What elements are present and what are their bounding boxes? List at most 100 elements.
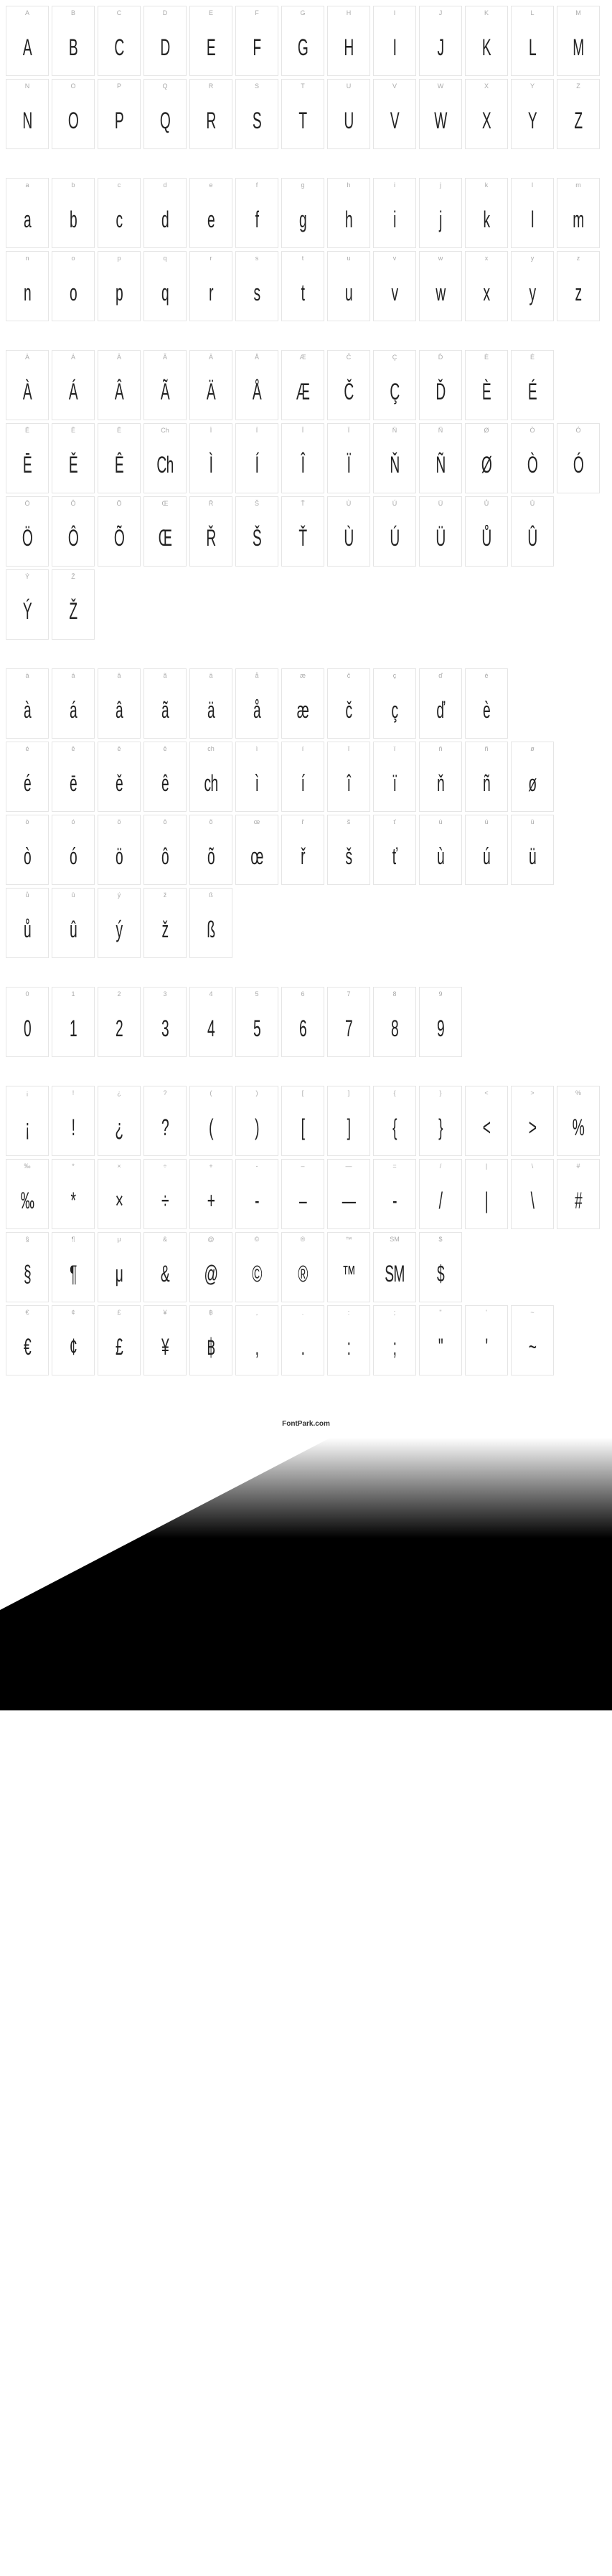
glyph-display: Ž — [61, 583, 86, 639]
glyph-label: ¥ — [144, 1306, 186, 1319]
glyph-cell: pp — [98, 251, 141, 321]
glyph-label: D — [144, 6, 186, 19]
glyph-label: u — [328, 252, 369, 265]
glyph-cell: €€ — [6, 1305, 49, 1375]
glyph-label: ž — [144, 889, 186, 901]
glyph-cell: OO — [52, 79, 95, 149]
glyph-label: Ü — [420, 497, 461, 510]
glyph-label: ã — [144, 669, 186, 682]
glyph-label: @ — [190, 1233, 232, 1246]
glyph-cell: éé — [6, 742, 49, 812]
glyph-label: U — [328, 80, 369, 93]
glyph-display: 8 — [382, 1000, 408, 1056]
glyph-cell: —— — [327, 1159, 370, 1229]
glyph-label: Å — [236, 351, 278, 364]
glyph-display: ē — [61, 755, 86, 811]
glyph-label: E — [190, 6, 232, 19]
glyph-display: â — [107, 682, 132, 738]
glyph-cell: řř — [281, 815, 324, 885]
glyph-cell: cc — [98, 178, 141, 248]
glyph-label: Õ — [98, 497, 140, 510]
glyph-label: * — [52, 1160, 94, 1173]
glyph-cell: =- — [373, 1159, 416, 1229]
glyph-display: D — [153, 19, 178, 75]
glyph-cell: >> — [511, 1086, 554, 1156]
glyph-cell: ©© — [235, 1232, 278, 1302]
glyph-label: h — [328, 179, 369, 191]
glyph-display: ô — [153, 828, 178, 884]
glyph-cell: HH — [327, 6, 370, 76]
glyph-display: 0 — [15, 1000, 40, 1056]
glyph-label: . — [282, 1306, 324, 1319]
glyph-display: t — [291, 265, 316, 321]
glyph-cell: ää — [189, 668, 232, 739]
glyph-label: p — [98, 252, 140, 265]
glyph-label: v — [374, 252, 415, 265]
glyph-label: / — [420, 1160, 461, 1173]
glyph-cell: ÙÙ — [327, 496, 370, 567]
glyph-label: ň — [420, 742, 461, 755]
glyph-label: à — [6, 669, 48, 682]
glyph-cell: ňň — [419, 742, 462, 812]
glyph-display: Ø — [474, 437, 499, 493]
glyph-cell: ÎÎ — [281, 423, 324, 493]
glyph-cell: 44 — [189, 987, 232, 1057]
glyph-label: Ē — [6, 424, 48, 437]
glyph-cell: ฿฿ — [189, 1305, 232, 1375]
glyph-label: o — [52, 252, 94, 265]
glyph-cell: ¡¡ — [6, 1086, 49, 1156]
glyph-label: ; — [374, 1306, 415, 1319]
glyph-row: ‰‰**××÷÷++--––——=-//||\\## — [6, 1159, 606, 1229]
glyph-display: Ã — [153, 364, 178, 420]
glyph-cell: [[ — [281, 1086, 324, 1156]
glyph-label: 5 — [236, 988, 278, 1000]
glyph-cell: PP — [98, 79, 141, 149]
glyph-label: ä — [190, 669, 232, 682]
glyph-cell: ×× — [98, 1159, 141, 1229]
glyph-cell: ÈÈ — [465, 350, 508, 420]
glyph-display: 4 — [199, 1000, 224, 1056]
glyph-label: á — [52, 669, 94, 682]
glyph-display: ch — [199, 755, 224, 811]
glyph-section: aabbccddeeffgghhiijjkkllmmnnooppqqrrsstt… — [6, 178, 606, 321]
glyph-label: Ø — [466, 424, 507, 437]
glyph-display: ň — [428, 755, 453, 811]
glyph-display: x — [474, 265, 499, 321]
glyph-label: È — [466, 351, 507, 364]
glyph-cell: \\ — [511, 1159, 554, 1229]
glyph-display: R — [199, 93, 224, 148]
glyph-display: Ö — [15, 510, 40, 566]
glyph-label: V — [374, 80, 415, 93]
glyph-cell: íí — [281, 742, 324, 812]
glyph-cell: ¶¶ — [52, 1232, 95, 1302]
glyph-display: Ř — [199, 510, 224, 566]
glyph-cell: II — [373, 6, 416, 76]
glyph-label: A — [6, 6, 48, 19]
glyph-display: 5 — [245, 1000, 270, 1056]
glyph-label: M — [557, 6, 599, 19]
glyph-cell: èè — [465, 668, 508, 739]
glyph-cell: WW — [419, 79, 462, 149]
glyph-label: ř — [282, 815, 324, 828]
glyph-display: # — [566, 1173, 591, 1228]
glyph-cell: çç — [373, 668, 416, 739]
glyph-label: Ě — [52, 424, 94, 437]
glyph-cell: ÀÀ — [6, 350, 49, 420]
glyph-label: J — [420, 6, 461, 19]
glyph-display: Ē — [15, 437, 40, 493]
glyph-display: œ — [245, 828, 270, 884]
glyph-display: £ — [107, 1319, 132, 1375]
glyph-cell: ůů — [6, 888, 49, 958]
glyph-display: X — [474, 93, 499, 148]
glyph-display: * — [61, 1173, 86, 1228]
glyph-label: À — [6, 351, 48, 364]
glyph-cell: ûû — [52, 888, 95, 958]
glyph-cell: ŘŘ — [189, 496, 232, 567]
glyph-cell: ÒÒ — [511, 423, 554, 493]
glyph-display: 6 — [291, 1000, 316, 1056]
glyph-label: Ú — [374, 497, 415, 510]
glyph-label: $ — [420, 1233, 461, 1246]
glyph-cell: áá — [52, 668, 95, 739]
glyph-cell: 22 — [98, 987, 141, 1057]
glyph-cell: ãã — [143, 668, 187, 739]
